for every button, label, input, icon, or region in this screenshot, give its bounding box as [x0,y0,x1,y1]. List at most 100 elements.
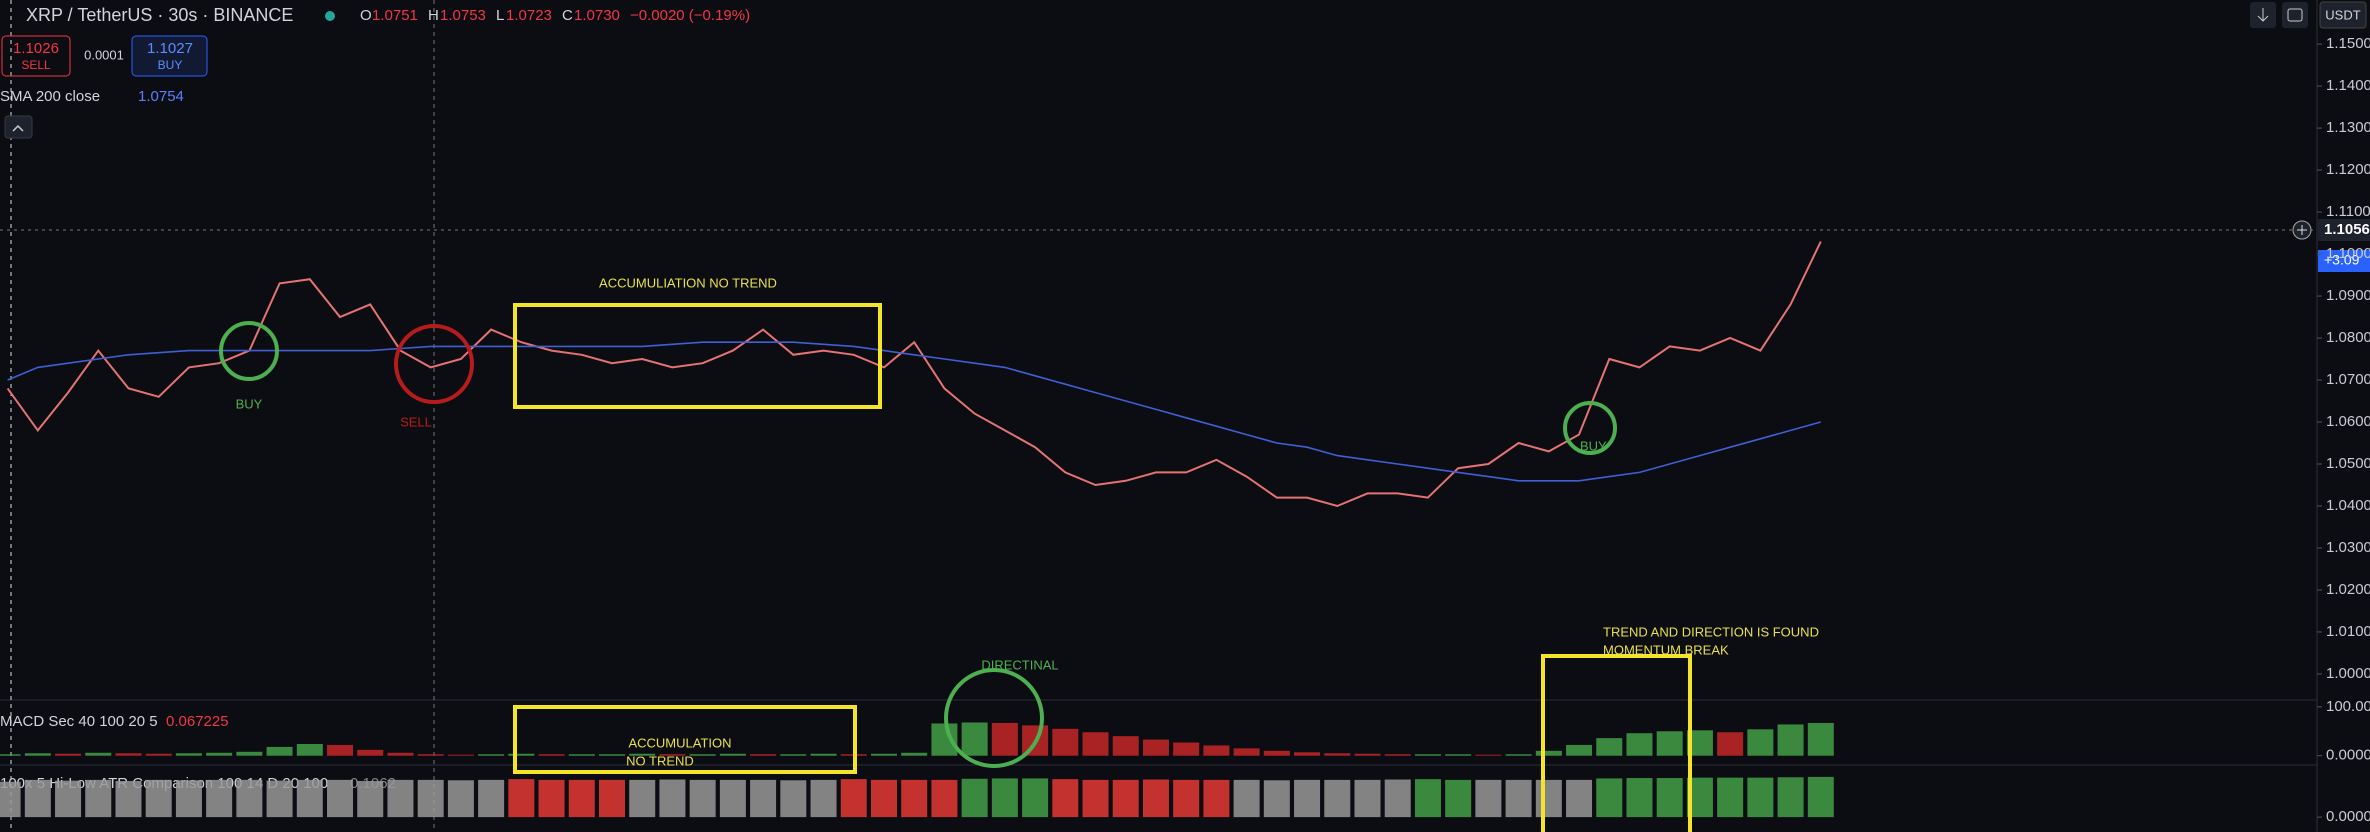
currency: USDT [2325,7,2360,22]
histogram-bar [1173,742,1200,756]
histogram-bar [568,779,595,818]
sma-value: 1.0754 [138,88,184,105]
y-tick-label: 0.0000 [2326,808,2370,825]
histogram-bar [1414,779,1441,818]
y-tick-label: 1.0800 [2326,329,2370,346]
fullscreen-button[interactable] [2282,2,2308,28]
histogram-bar [1142,739,1169,756]
histogram-bar [1656,731,1683,756]
histogram-bar [1626,778,1653,818]
histogram-bar [961,778,988,818]
histogram-bar [1233,779,1260,818]
ohlc-value: 1.0753 [440,7,486,24]
histogram-bar [810,779,837,818]
y-tick-label: 1.1500 [2326,35,2370,52]
annotation-text: BUY [1580,438,1607,453]
histogram-bar [1203,745,1230,756]
histogram-bar [931,779,958,818]
histogram-bar [1022,778,1049,818]
y-tick-label: 1.0400 [2326,497,2370,514]
histogram-bar [1656,778,1683,818]
macd-value: 0.067225 [166,713,229,730]
histogram-bar [24,779,51,818]
histogram-bar [931,723,958,756]
ohlc-change: −0.0020 (−0.19%) [630,7,750,24]
ohlc-value: 1.0751 [372,7,418,24]
histogram-bar [1354,779,1381,818]
histogram-bar [1535,750,1562,756]
sell-label: SELL [21,58,51,72]
histogram-bar [1082,779,1109,818]
sell-button[interactable] [1,35,71,77]
histogram-bar [478,779,505,818]
histogram-bar [1263,780,1290,818]
buy-button[interactable] [131,35,208,77]
histogram-bar [1294,752,1321,756]
histogram-bar [478,754,505,756]
histogram-bar [145,753,172,756]
last-change: +3.09 [2324,252,2360,268]
histogram-bar [629,779,656,818]
histogram-bar [1384,779,1411,818]
histogram-bar [538,779,565,818]
histogram-bar [1203,779,1230,818]
histogram-bar [175,753,202,756]
y-tick-label: 1.0100 [2326,623,2370,640]
histogram-bar [296,779,323,818]
histogram-bar [870,779,897,818]
last-change-box [2318,250,2370,272]
histogram-bar [689,779,716,818]
histogram-bar [1384,754,1411,756]
ohlc-value: 1.0723 [506,7,552,24]
histogram-bar [387,752,414,756]
collapse-icon [12,124,24,132]
histogram-bar [24,753,51,756]
histogram-bar [991,778,1018,818]
histogram-bar [1112,779,1139,818]
annotation-text: ACCUMULIATION NO TREND [599,275,777,290]
histogram-bar [55,753,82,756]
fullscreen-icon [2287,8,2303,22]
histogram-bar [1505,779,1532,818]
histogram-bar [327,744,354,756]
currency-button[interactable] [2319,1,2367,29]
histogram-bar [145,779,172,818]
histogram-bar [236,779,263,818]
histogram-bar [961,722,988,756]
histogram-bar [1294,779,1321,818]
sma-label: SMA 200 close [0,88,100,105]
y-tick-label: 1.0500 [2326,455,2370,472]
ohlc-key: L [496,7,504,24]
histogram-bar [1777,777,1804,818]
histogram-bar [1535,779,1562,818]
histogram-bar [750,779,777,818]
histogram-bar [55,780,82,818]
annotation-text: NO TREND [626,753,694,768]
histogram-bar [991,722,1018,756]
ohlc-key: H [428,7,439,24]
histogram-bar [206,752,233,756]
histogram-bar [447,754,474,756]
histogram-bar [719,779,746,818]
histogram-bar [1414,754,1441,756]
histogram-bar [357,749,384,756]
spread: 0.0001 [84,47,124,62]
y-tick-label: 1.1300 [2326,119,2370,136]
histogram-bar [1445,779,1472,818]
histogram-bar [1596,738,1623,756]
histogram-bar [599,779,625,818]
histogram-bar [1475,754,1502,756]
y-tick-label: 1.0900 [2326,287,2370,304]
price-line [6,241,1822,508]
histogram-bar [1747,729,1774,756]
histogram-bar [659,754,686,756]
histogram-bar [538,754,565,756]
annotation-text: DIRECTINAL [981,657,1058,672]
histogram-bar [810,753,837,756]
last-price-box [2318,219,2370,241]
histogram-bar [327,779,354,818]
histogram-bar [115,781,142,818]
histogram-bar [206,779,233,818]
